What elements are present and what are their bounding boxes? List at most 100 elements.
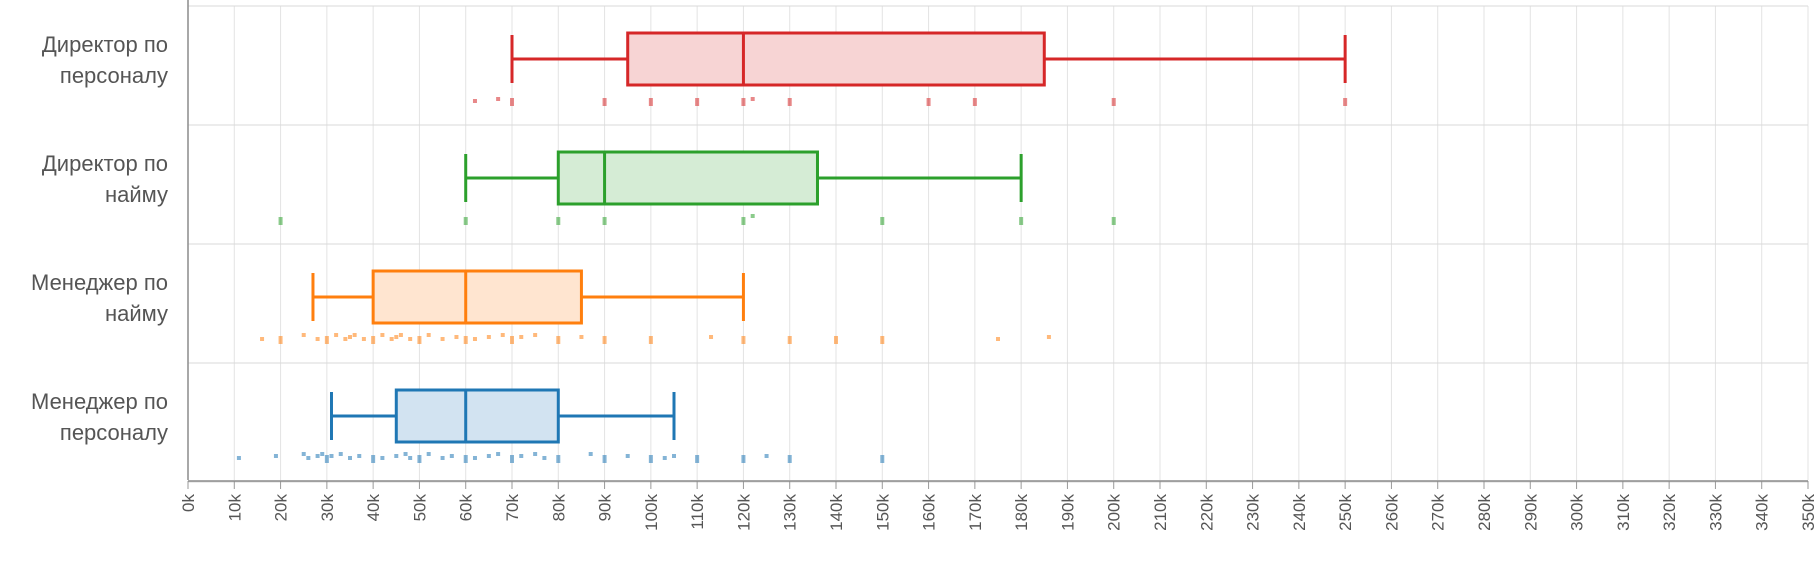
data-point bbox=[236, 456, 241, 460]
data-point bbox=[625, 454, 630, 458]
data-point bbox=[556, 217, 561, 225]
x-tick-label: 210k bbox=[1151, 494, 1170, 531]
data-point bbox=[648, 336, 653, 344]
data-point bbox=[996, 337, 1000, 341]
data-point bbox=[542, 456, 547, 460]
x-tick-label: 270k bbox=[1429, 494, 1448, 531]
data-point bbox=[510, 455, 514, 463]
category-label-line: Директор по bbox=[42, 151, 168, 176]
data-point bbox=[709, 335, 714, 339]
x-tick-label: 200k bbox=[1105, 494, 1124, 531]
data-point bbox=[301, 452, 306, 456]
data-point bbox=[278, 217, 283, 225]
data-point bbox=[496, 97, 501, 101]
x-tick-label: 230k bbox=[1244, 494, 1263, 531]
data-point bbox=[334, 333, 339, 337]
data-point bbox=[579, 335, 584, 339]
data-point bbox=[1111, 98, 1116, 106]
data-point bbox=[662, 456, 667, 460]
x-tick-label: 0k bbox=[179, 494, 198, 512]
x-tick-label: 340k bbox=[1753, 494, 1772, 531]
data-point bbox=[519, 335, 524, 339]
data-point bbox=[426, 452, 431, 456]
data-point bbox=[787, 98, 792, 106]
axes bbox=[187, 0, 1809, 489]
data-point bbox=[398, 333, 403, 337]
data-point bbox=[273, 454, 278, 458]
data-point bbox=[750, 97, 755, 101]
data-point bbox=[417, 336, 422, 344]
data-point bbox=[1343, 98, 1348, 106]
category-label-line: найму bbox=[105, 301, 168, 326]
data-point bbox=[787, 455, 792, 463]
category-label: Директор по найму bbox=[42, 151, 168, 207]
category-label-line: Менеджер по bbox=[31, 270, 168, 295]
data-point bbox=[972, 98, 977, 106]
data-point bbox=[371, 336, 376, 344]
data-point bbox=[440, 456, 445, 460]
data-point bbox=[496, 452, 501, 456]
data-point bbox=[510, 336, 514, 344]
data-point bbox=[408, 456, 413, 460]
data-point bbox=[510, 98, 514, 106]
x-tick-label: 30k bbox=[318, 494, 337, 522]
data-point bbox=[741, 336, 746, 344]
data-point bbox=[361, 337, 366, 341]
data-point bbox=[394, 335, 399, 339]
data-point bbox=[357, 454, 362, 458]
data-point bbox=[764, 454, 769, 458]
x-tick-label: 220k bbox=[1197, 494, 1216, 531]
data-point bbox=[472, 99, 477, 103]
x-tick-label: 240k bbox=[1290, 494, 1309, 531]
x-tick-label: 100k bbox=[642, 494, 661, 531]
x-tick-label: 330k bbox=[1706, 494, 1725, 531]
x-tick-label: 110k bbox=[688, 494, 707, 530]
x-tick-label: 300k bbox=[1568, 494, 1587, 531]
data-point bbox=[880, 217, 885, 225]
data-point bbox=[648, 98, 653, 106]
data-point bbox=[834, 336, 838, 344]
x-tick-label: 280k bbox=[1475, 494, 1494, 531]
data-point bbox=[371, 455, 376, 463]
data-point bbox=[440, 337, 445, 341]
data-point bbox=[880, 455, 885, 463]
labels: 0k 10k 20k 30k 40k 50k 60k 70k 80k 90k 100k 110k 120… bbox=[31, 32, 1816, 531]
data-point bbox=[602, 217, 607, 225]
data-point bbox=[500, 333, 505, 337]
data-point bbox=[741, 217, 746, 225]
data-point bbox=[672, 454, 676, 458]
data-point bbox=[380, 456, 385, 460]
data-point bbox=[602, 455, 607, 463]
series-group bbox=[260, 269, 1051, 344]
x-tick-label: 90k bbox=[596, 494, 615, 522]
data-point bbox=[301, 333, 306, 337]
category-label: Директор по персоналу bbox=[42, 32, 168, 88]
x-tick-label: 170k bbox=[966, 494, 985, 531]
x-tick-label: 260k bbox=[1382, 494, 1401, 531]
data-point bbox=[454, 335, 459, 339]
data-point bbox=[306, 456, 311, 460]
x-tick-label: 150k bbox=[873, 494, 892, 531]
data-point bbox=[329, 454, 334, 458]
data-point bbox=[352, 333, 357, 337]
x-tick-label: 180k bbox=[1012, 494, 1031, 531]
data-point bbox=[338, 452, 343, 456]
box-iqr bbox=[371, 269, 583, 325]
category-label-line: Директор по bbox=[42, 32, 168, 57]
data-point bbox=[278, 336, 283, 344]
x-tick-label: 20k bbox=[272, 494, 291, 522]
data-point bbox=[741, 455, 746, 463]
data-point bbox=[315, 337, 320, 341]
data-point bbox=[556, 336, 561, 344]
box-iqr bbox=[394, 388, 560, 444]
data-point bbox=[472, 337, 477, 341]
data-point bbox=[926, 98, 931, 106]
data-point bbox=[695, 455, 700, 463]
data-point bbox=[408, 337, 413, 341]
data-point bbox=[426, 333, 431, 337]
data-point bbox=[602, 98, 607, 106]
x-tick-label: 160k bbox=[920, 494, 939, 531]
data-point bbox=[880, 336, 885, 344]
data-point bbox=[449, 454, 454, 458]
